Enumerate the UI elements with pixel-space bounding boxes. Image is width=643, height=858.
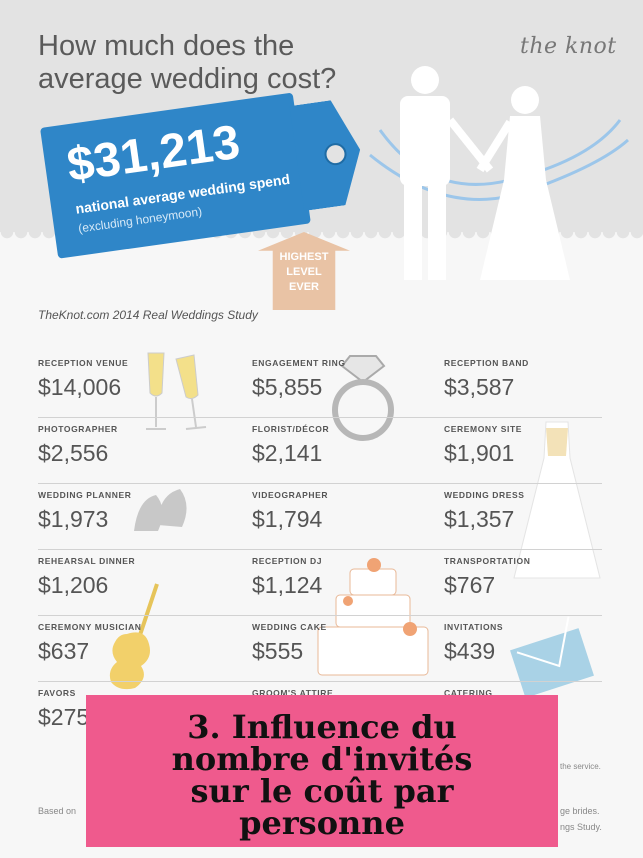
cost-item: WEDDING PLANNER $1,973 <box>38 490 132 532</box>
cost-item: CEREMONY MUSICIAN $637 <box>38 622 142 664</box>
footnote-right-1: ge brides. <box>560 806 600 816</box>
cost-row: PHOTOGRAPHER $2,556 FLORIST/DÉCOR $2,141 C… <box>38 418 602 484</box>
cost-row: RECEPTION VENUE $14,006 ENGAGEMENT RING $5… <box>38 352 602 418</box>
cost-item: GROOM'S ATTIRE <box>252 688 334 698</box>
cost-item: WEDDING CAKE $555 <box>252 622 327 664</box>
cost-item: WEDDING DRESS $1,357 <box>444 490 525 532</box>
title-line-1: How much does the <box>38 30 295 62</box>
cost-item: CEREMONY SITE $1,901 <box>444 424 523 466</box>
engagement-ring-icon <box>332 355 394 441</box>
cost-item: REHEARSAL DINNER $1,206 <box>38 556 136 598</box>
cost-item: FLORIST/DÉCOR $2,141 <box>252 424 330 466</box>
couple-silhouette-icon <box>369 66 629 280</box>
cost-item: FAVORS $275 <box>38 688 90 730</box>
the-knot-logo: the knot <box>520 34 617 59</box>
cost-row: FAVORS $275 GROOM'S ATTIRE CATERING <box>38 682 602 747</box>
cost-item: RECEPTION DJ $1,124 <box>252 556 323 598</box>
cost-item: PHOTOGRAPHER $2,556 <box>38 424 118 466</box>
page-title: How much does the average wedding cost? <box>38 30 368 96</box>
wedding-cake-icon <box>317 558 429 676</box>
footnote-left: Based on <box>38 806 77 816</box>
cost-item: CATERING <box>444 688 493 698</box>
cost-breakdown-grid: RECEPTION VENUE $14,006 ENGAGEMENT RING $5… <box>38 352 602 747</box>
badge-text: HIGHEST LEVEL EVER <box>279 251 329 293</box>
cost-item: VIDEOGRAPHER $1,794 <box>252 490 329 532</box>
cost-row: WEDDING PLANNER $1,973 VIDEOGRAPHER $1,794… <box>38 484 602 550</box>
cost-row: CEREMONY MUSICIAN $637 WEDDING CAKE $555 I… <box>38 616 602 682</box>
cost-row: REHEARSAL DINNER $1,206 RECEPTION DJ $1,12… <box>38 550 602 616</box>
wedding-dress-icon <box>513 421 601 579</box>
violin-icon <box>109 583 159 690</box>
cost-item: RECEPTION BAND $3,587 <box>444 358 529 400</box>
caption-overlay: 3. Influence du nombre d'invités sur le … <box>86 695 558 847</box>
cost-item: ENGAGEMENT RING $5,855 <box>252 358 346 400</box>
cost-item: RECEPTION VENUE $14,006 <box>38 358 129 400</box>
footnote-right-2: ngs Study. <box>560 822 602 832</box>
up-arrow-icon <box>258 232 350 310</box>
cost-item: INVITATIONS $439 <box>444 622 504 664</box>
highest-level-badge: HIGHEST LEVEL EVER <box>258 232 350 310</box>
champagne-glasses-icon <box>146 352 207 430</box>
title-line-2: average wedding cost? <box>38 63 337 95</box>
caption-text: 3. Influence du nombre d'invités sur le … <box>171 708 473 842</box>
source-label: TheKnot.com 2014 Real Weddings Study <box>38 308 258 322</box>
footnote-service: the service. <box>560 762 601 771</box>
wedding-bells-icon <box>134 489 187 531</box>
cost-item: TRANSPORTATION $767 <box>444 556 531 598</box>
envelope-icon <box>510 616 594 698</box>
